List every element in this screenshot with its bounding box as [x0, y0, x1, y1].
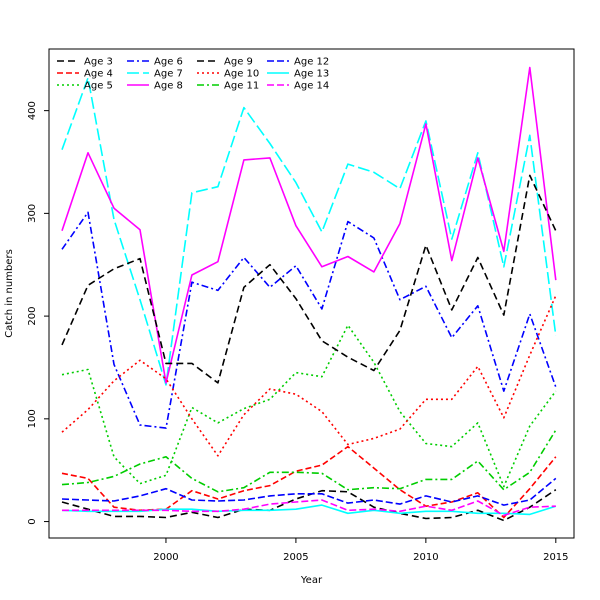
y-tick-label: 200: [27, 307, 38, 326]
y-tick-label: 300: [27, 204, 38, 223]
y-axis-title: Catch in numbers: [4, 249, 15, 338]
legend-label: Age 3: [84, 57, 113, 68]
plot-area: [61, 66, 557, 522]
legend-label: Age 8: [154, 81, 183, 92]
x-axis: 2000 2005 2010 2015: [153, 538, 569, 563]
y-tick-label: 400: [27, 101, 38, 120]
legend-label: Age 10: [224, 69, 259, 80]
series-line-age-8: [61, 66, 557, 384]
plot-frame: [48, 48, 575, 539]
x-tick-label: 2005: [283, 552, 308, 563]
x-axis-title: Year: [300, 575, 323, 586]
series-line-age-3: [61, 489, 557, 522]
series-line-age-9: [61, 174, 557, 384]
y-tick-label: 100: [27, 409, 38, 428]
legend-label: Age 12: [294, 57, 329, 68]
series-line-age-7: [61, 77, 557, 386]
y-axis: 0 100 200 300 400: [27, 101, 49, 525]
x-tick-label: 2015: [543, 552, 568, 563]
legend-label: Age 11: [224, 81, 259, 92]
legend-label: Age 6: [154, 57, 183, 68]
series-line-age-12: [61, 477, 557, 506]
legend-label: Age 13: [294, 69, 329, 80]
y-tick-label: 0: [27, 518, 38, 524]
legend-label: Age 7: [154, 69, 183, 80]
x-tick-label: 2010: [413, 552, 438, 563]
legend-label: Age 5: [84, 81, 113, 92]
series-line-age-10: [61, 295, 557, 457]
x-tick-label: 2000: [153, 552, 178, 563]
legend-label: Age 14: [294, 81, 329, 92]
series-line-age-14: [62, 499, 556, 517]
legend-label: Age 9: [224, 57, 253, 68]
series-line-age-11: [61, 429, 557, 493]
series-line-age-5: [61, 324, 557, 488]
legend-label: Age 4: [84, 69, 113, 80]
series-line-age-6: [61, 211, 557, 429]
